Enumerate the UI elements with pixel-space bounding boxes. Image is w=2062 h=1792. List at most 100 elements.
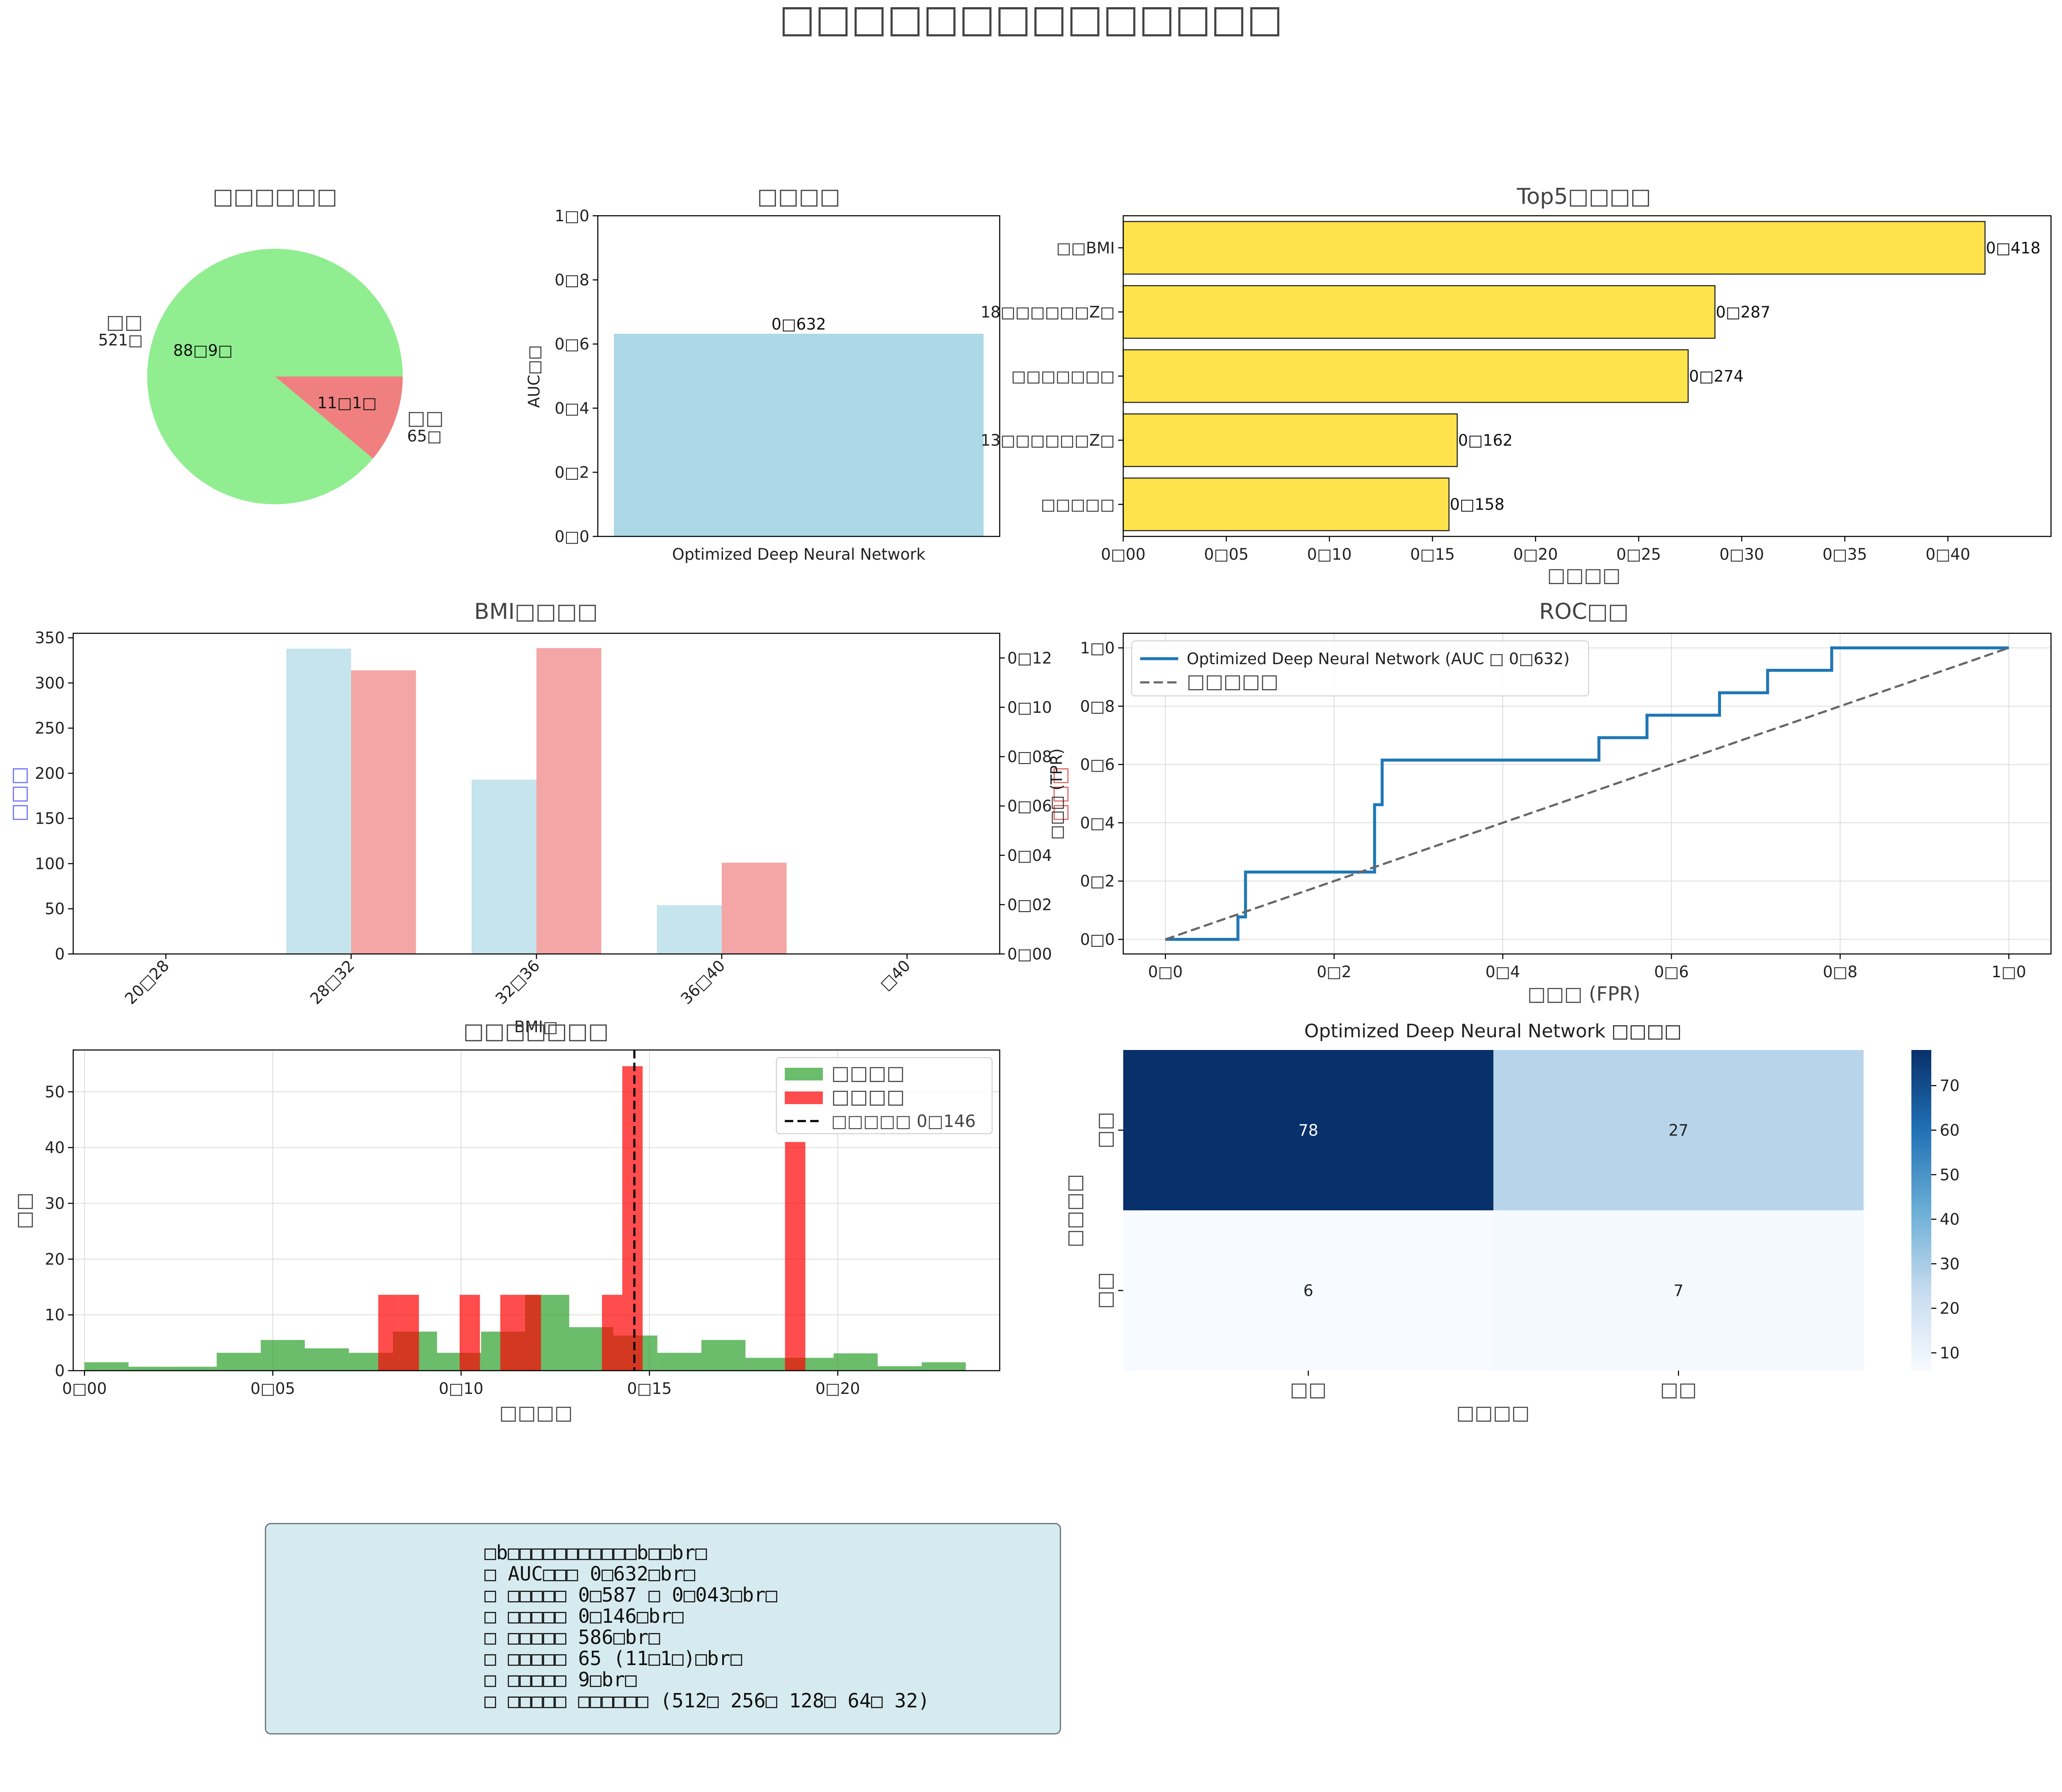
bar-value-label: 0□158 <box>1450 495 1504 514</box>
y-tick-label: 350 <box>35 629 65 647</box>
x-tick-label: 20□28 <box>121 956 173 1008</box>
x-tick-label: 0□2 <box>1317 963 1351 981</box>
y-tick-label: 0 <box>55 945 65 963</box>
hist-bar-abnormal <box>399 1295 419 1371</box>
confusion-y-axis-label: □□□□ <box>1063 1174 1086 1248</box>
summary-line: □b□□□□□□□□□□□b□□br□ <box>484 1541 707 1564</box>
y-tick-label: 1□0 <box>1080 639 1115 657</box>
summary-line: □ □□□□□ 0□146□br□ <box>484 1605 684 1627</box>
summary-line: □ □□□□□ □□□□□□ (512□ 256□ 128□ 64□ 32) <box>484 1689 930 1712</box>
y-tick-label: □□□□□ <box>1041 495 1115 514</box>
summary-line: □ □□□□□ 65 (11□1□)□br□ <box>484 1647 742 1670</box>
pie-slice <box>147 249 403 504</box>
pie-chart-title: □□□□□□ <box>213 184 338 209</box>
hist-bar-normal <box>84 1362 129 1371</box>
pie-percent-label: 11□1□ <box>317 394 377 412</box>
y-tick-label: 0□2 <box>1080 872 1115 891</box>
colorbar <box>1911 1050 1931 1371</box>
colorbar-tick-label: 20 <box>1940 1300 1960 1318</box>
auc-bar-chart-panel: □□□□ AUC□□ 0□0 0□2 0□4 0□6 0□8 1□0 0□632 Optimi… <box>525 184 1001 563</box>
y-tick-label: 100 <box>35 855 65 873</box>
x-tick-label: 0□25 <box>1617 545 1661 563</box>
x-tick-label: 0□20 <box>815 1380 860 1398</box>
hist-bar-abnormal <box>785 1142 806 1371</box>
y-tick-label: 1□0 <box>555 207 589 225</box>
y-tick-label: 13□□□□□□Z□ <box>981 432 1115 450</box>
x-tick-label: 0□00 <box>1101 545 1146 563</box>
y-tick-label: 30 <box>45 1195 65 1213</box>
feature-importance-x-label: □□□□ <box>1547 563 1621 586</box>
y-tick-label: 250 <box>35 719 65 737</box>
y-tick-label: □□BMI <box>1056 239 1115 257</box>
x-tick-label: 28□32 <box>307 956 358 1008</box>
x-tick-label: □□ <box>1660 1378 1697 1401</box>
y-tick-label: 300 <box>35 674 65 692</box>
plot-frame <box>72 632 1001 955</box>
histogram-x-axis-label: □□□□ <box>499 1401 573 1424</box>
bmi-rate-bar <box>351 670 416 954</box>
plot-frame <box>72 1049 1001 1371</box>
histogram-title: □□□□□□□ <box>463 1019 609 1044</box>
heatmap-cell-value: 78 <box>1298 1121 1318 1140</box>
y-tick-label: □□ <box>1093 1272 1116 1309</box>
right-y-tick-label: 0□00 <box>1007 945 1052 963</box>
bmi-distribution-panel: BMI□□□□ BMI□ □□□ □□□ 0 50 100 150 200 250 300 3… <box>7 599 1071 1036</box>
x-tick-label: 0□10 <box>439 1380 484 1398</box>
summary-box <box>265 1523 1061 1734</box>
hist-bar-normal <box>921 1362 966 1371</box>
pie-chart-panel: □□□□□□ 88□9□□□521□11□1□□□65□ <box>98 184 444 504</box>
hist-bar-abnormal <box>602 1295 622 1371</box>
x-tick-label: 0□0 <box>1148 963 1183 981</box>
hist-bar-normal <box>701 1340 746 1371</box>
x-tick-label: 0□35 <box>1823 545 1867 563</box>
bar-value-label: 0□418 <box>1986 239 2040 257</box>
y-tick-label: 50 <box>45 1083 65 1101</box>
y-tick-label: 20 <box>45 1250 65 1268</box>
y-tick-label: 200 <box>35 764 65 783</box>
y-tick-label: 40 <box>45 1139 65 1157</box>
y-tick-label: 0□8 <box>555 271 589 289</box>
colorbar-tick-label: 10 <box>1940 1344 1960 1362</box>
plot-frame <box>1122 215 2052 537</box>
right-y-tick-label: 0□02 <box>1007 896 1052 914</box>
x-tick-label: 0□00 <box>62 1380 107 1398</box>
bmi-right-y-label: □□□ <box>1048 767 1071 822</box>
colorbar-tick-label: 40 <box>1940 1210 1960 1229</box>
y-tick-label: 0□6 <box>1080 756 1115 774</box>
x-tick-label: 0□8 <box>1823 963 1858 981</box>
pie-count-label: 65□ <box>407 427 442 445</box>
hist-bar-normal <box>745 1358 790 1371</box>
confusion-matrix-title: Optimized Deep Neural Network □□□□ <box>1304 1020 1682 1042</box>
summary-line: □ □□□□□ 0□587 □ 0□043□br□ <box>484 1583 778 1606</box>
hist-bar-normal <box>128 1366 173 1371</box>
legend-box <box>1131 640 1589 696</box>
y-tick-label: 150 <box>35 810 65 828</box>
x-tick-label: 0□30 <box>1719 545 1764 563</box>
hist-bar-abnormal <box>378 1295 399 1371</box>
heatmap-cell <box>1493 1210 1864 1371</box>
feature-bar <box>1122 221 1986 275</box>
bmi-count-bar <box>286 649 351 954</box>
y-tick-label: □□□□□□□ <box>1011 367 1115 385</box>
y-tick-label: 0□6 <box>555 335 589 353</box>
heatmap-cell <box>1123 1210 1493 1371</box>
x-tick-label: 0□05 <box>1204 545 1249 563</box>
pie-count-label: 521□ <box>98 331 143 349</box>
roc-curve <box>1165 646 2009 941</box>
bmi-count-bar <box>657 905 722 954</box>
x-tick-label: 0□15 <box>627 1380 672 1398</box>
bar-value-label: 0□632 <box>771 315 826 333</box>
feature-bar <box>1122 285 1716 339</box>
y-tick-label: 0□4 <box>555 399 589 418</box>
hist-bar-normal <box>657 1352 701 1371</box>
roc-curve-panel: ROC□□ □□□ (FPR) □□□ (TPR) 0□0 0□0 0□2 0□2 0□… <box>1047 599 2052 1005</box>
colorbar-tick-label: 70 <box>1940 1077 1960 1095</box>
right-y-tick-label: 0□08 <box>1007 748 1052 766</box>
feature-bar <box>1122 413 1458 467</box>
y-tick-label: 0□0 <box>1080 931 1115 949</box>
colorbar-tick-label: 60 <box>1940 1121 1960 1140</box>
x-tick-label: □40 <box>877 956 914 994</box>
bar-value-label: 0□162 <box>1458 432 1512 450</box>
plot-frame <box>1122 632 2052 955</box>
hist-bar-normal <box>877 1366 922 1371</box>
